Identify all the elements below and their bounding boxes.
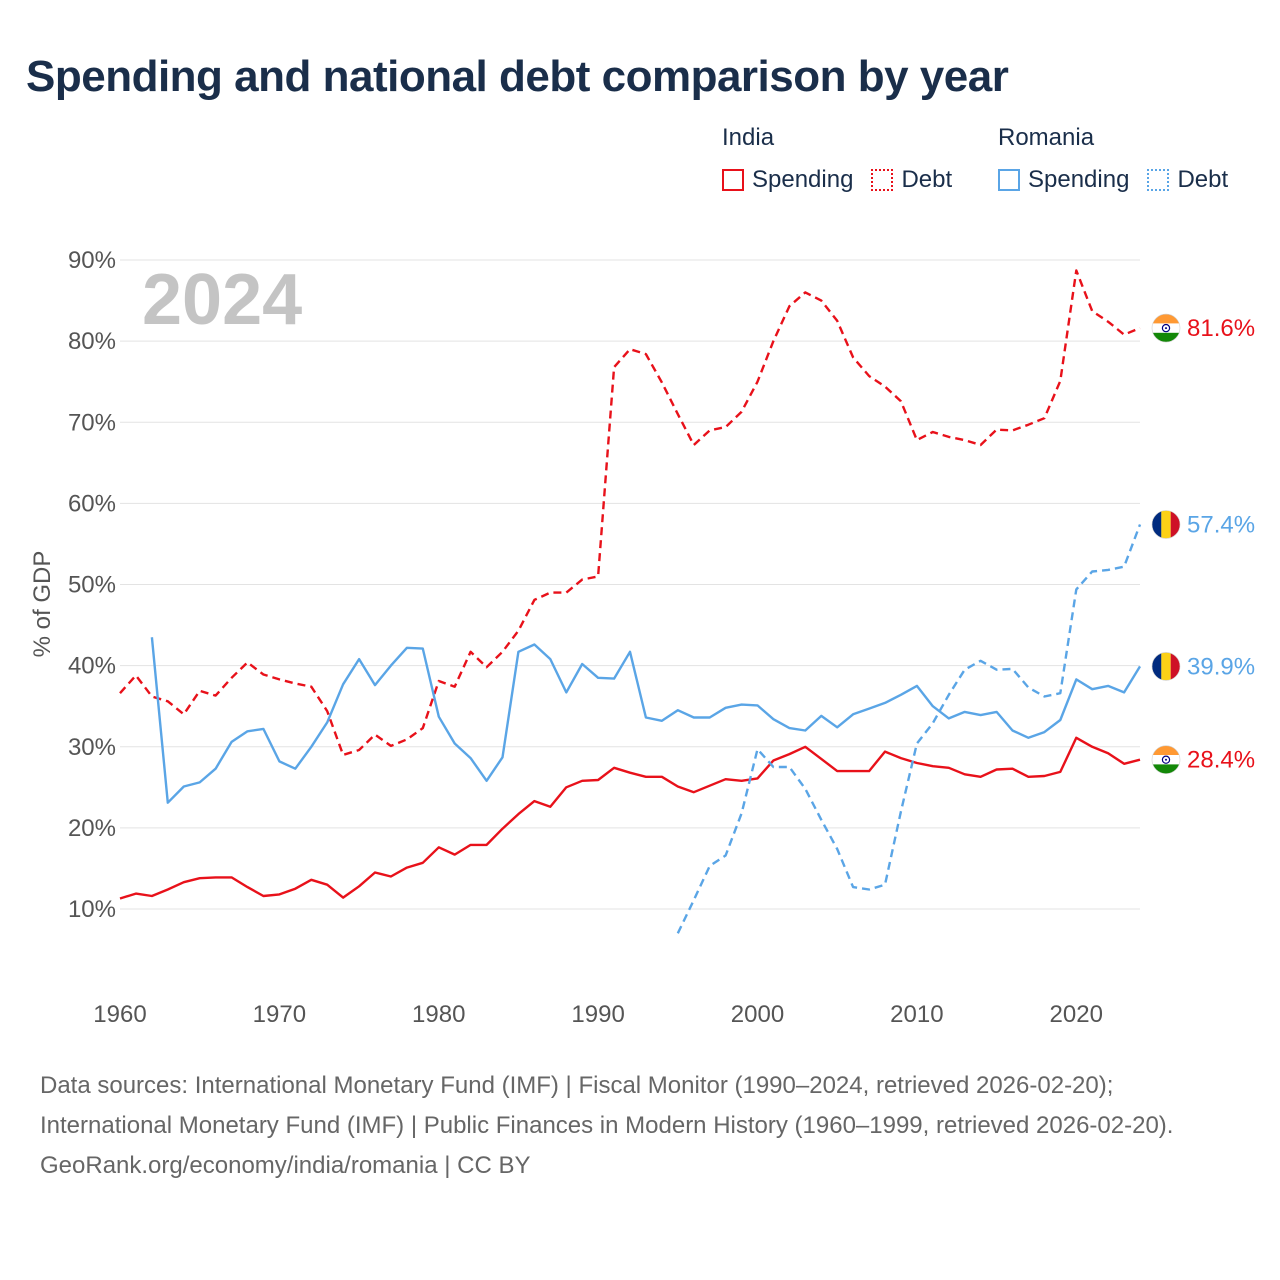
x-tick-label: 1960 <box>93 1001 146 1028</box>
legend-country-india: India <box>722 124 775 151</box>
x-tick-label: 1970 <box>253 1001 306 1028</box>
legend-group-romania: Romania Spending Debt <box>998 124 1246 194</box>
end-value-label: 57.4% <box>1187 512 1255 539</box>
y-tick-label: 90% <box>68 247 116 274</box>
year-watermark: 2024 <box>142 260 302 340</box>
data-sources-note: Data sources: International Monetary Fun… <box>40 1072 1174 1139</box>
romania-flag-icon <box>1151 652 1181 681</box>
legend-item-romania-debt[interactable]: Debt <box>1147 166 1228 194</box>
x-tick-label: 1980 <box>412 1001 465 1028</box>
y-axis-label: % of GDP <box>29 551 56 658</box>
legend-label: Debt <box>901 166 953 193</box>
y-tick-label: 60% <box>68 490 116 517</box>
india-flag-icon <box>1151 745 1181 775</box>
y-tick-label: 10% <box>68 896 116 923</box>
series-line-romania-debt[interactable] <box>676 524 1142 934</box>
legend-item-india-spending[interactable]: Spending <box>722 166 853 194</box>
dashed-line-swatch-icon <box>871 169 894 191</box>
y-tick-label: 30% <box>68 734 116 761</box>
y-tick-label: 50% <box>68 572 116 599</box>
y-tick-label: 40% <box>68 653 116 680</box>
end-value-label: 39.9% <box>1187 653 1255 680</box>
chart-title: Spending and national debt comparison by… <box>26 52 1009 101</box>
legend-item-romania-spending[interactable]: Spending <box>998 166 1129 194</box>
y-tick-label: 70% <box>68 409 116 436</box>
end-value-label: 28.4% <box>1187 747 1255 774</box>
solid-line-swatch-icon <box>722 169 744 191</box>
romania-flag-icon <box>1151 510 1181 539</box>
solid-line-swatch-icon <box>998 169 1020 191</box>
legend-item-india-debt[interactable]: Debt <box>871 166 952 194</box>
x-tick-label: 2000 <box>731 1001 784 1028</box>
y-tick-label: 80% <box>68 328 116 355</box>
credit-link[interactable]: GeoRank.org/economy/india/romania | CC B… <box>40 1152 531 1179</box>
line-chart: 10% 20% 30% 40% 50% 60% 70% 80% 90% 1960 1970 1980 1… <box>29 247 1255 1028</box>
series-line-india-debt[interactable] <box>119 269 1141 757</box>
x-tick-label: 2010 <box>890 1001 943 1028</box>
x-tick-label: 1990 <box>571 1001 624 1028</box>
legend-country-romania: Romania <box>998 124 1095 151</box>
chart-footer: Data sources: International Monetary Fun… <box>40 1066 1250 1186</box>
end-value-label: 81.6% <box>1187 315 1255 342</box>
series-line-india-spending[interactable] <box>119 736 1141 900</box>
legend-label: Spending <box>1028 166 1130 193</box>
legend-label: Spending <box>752 166 854 193</box>
legend-group-india: India Spending Debt <box>722 124 970 194</box>
x-tick-label: 2020 <box>1050 1001 1103 1028</box>
legend-label: Debt <box>1177 166 1229 193</box>
series-line-romania-spending[interactable] <box>150 637 1142 804</box>
y-tick-label: 20% <box>68 815 116 842</box>
dashed-line-swatch-icon <box>1147 169 1170 191</box>
india-flag-icon <box>1151 313 1181 343</box>
